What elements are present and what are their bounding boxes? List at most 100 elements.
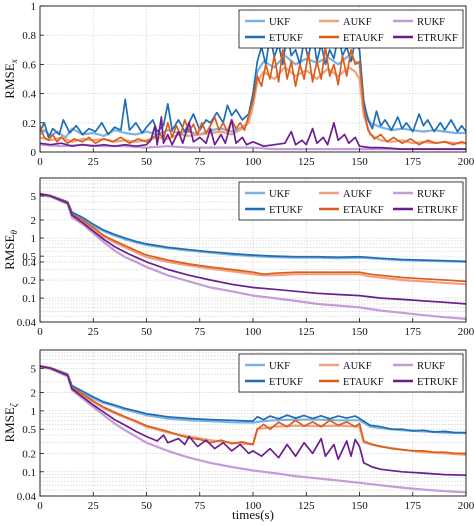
y-tick-label: 1	[31, 406, 37, 418]
x-tick-label: 125	[298, 500, 315, 512]
y-tick-label: 0.4	[22, 257, 36, 269]
x-tick-label: 25	[88, 156, 100, 168]
legend-label-aukf: AUKF	[343, 189, 372, 200]
y-axis-label: RMSEx	[2, 59, 19, 98]
series-line-etaukf	[40, 192, 466, 283]
series-line-rukf	[40, 366, 466, 494]
x-tick-label: 100	[245, 156, 262, 168]
y-tick-label: 0.04	[17, 491, 37, 503]
y-tick-label: 1	[31, 233, 37, 245]
legend: UKF AUKF RUKF ETUKF ETAUKF ETRUKF	[238, 181, 464, 221]
y-tick-label: 5	[31, 191, 37, 203]
legend-label-etukf: ETUKF	[269, 205, 303, 216]
legend-label-etaukf: ETAUKF	[343, 205, 384, 216]
legend-label-aukf: AUKF	[343, 361, 372, 372]
y-tick-label: 0.4	[22, 89, 36, 101]
legend: UKF AUKF RUKF ETUKF ETAUKF ETRUKF	[238, 9, 464, 49]
legend-box	[238, 181, 464, 221]
series-line-etukf	[40, 364, 466, 434]
y-tick-label: 0.2	[22, 275, 36, 287]
y-tick-label: 2	[31, 388, 37, 400]
x-tick-label: 200	[458, 156, 474, 168]
subplot-3: 0 25 50 75 100 125 150 175 200 5 2 1 0.5 0.2 0.1 0.04 RM…	[2, 349, 474, 512]
y-tick-label: 0.8	[22, 30, 36, 42]
series-line-etrukf	[40, 365, 466, 477]
y-tick-label: 0.04	[17, 317, 37, 329]
y-tick-label: 0.2	[22, 448, 36, 460]
legend-label-ukf: UKF	[269, 17, 290, 28]
x-tick-label: 150	[351, 326, 368, 338]
x-tick-label: 200	[458, 500, 474, 512]
x-tick-label: 150	[351, 500, 368, 512]
subplot-1: 0 25 50 75 100 125 150 175 200 0 0.2 0.4 0.6 0.8 1 RMSE…	[2, 1, 474, 168]
legend-label-rukf: RUKF	[417, 189, 445, 200]
series-line-etrukf	[40, 116, 466, 150]
series-line-ukf	[40, 366, 466, 435]
y-axis-label-main: RMSE	[2, 234, 17, 269]
series-line-etaukf	[40, 364, 466, 455]
legend-label-aukf: AUKF	[343, 17, 372, 28]
y-axis-label-main: RMSE	[2, 407, 17, 442]
legend-label-etukf: ETUKF	[269, 33, 303, 44]
y-tick-label: 0.5	[22, 424, 36, 436]
y-tick-label: 1	[31, 1, 37, 13]
series-group	[40, 364, 466, 494]
x-tick-label: 150	[351, 156, 368, 168]
x-tick-label: 75	[194, 500, 206, 512]
x-tick-label: 125	[298, 156, 315, 168]
x-tick-label: 75	[194, 326, 206, 338]
legend-label-ukf: UKF	[269, 189, 290, 200]
subplot-2: 0 25 50 75 100 125 150 175 200 5 2 1 0.50.4 0.2 0.1 0.0…	[2, 177, 474, 338]
legend-box	[238, 9, 464, 49]
legend-label-etukf: ETUKF	[269, 377, 303, 388]
legend-box	[238, 353, 464, 393]
x-tick-label: 175	[405, 500, 422, 512]
legend-label-etaukf: ETAUKF	[343, 33, 384, 44]
legend-label-etrukf: ETRUKF	[417, 205, 458, 216]
series-line-etukf	[40, 192, 466, 263]
series-group	[40, 31, 466, 151]
y-axis-label-subscript: x	[9, 59, 19, 64]
legend-label-rukf: RUKF	[417, 17, 445, 28]
y-tick-label: 0.6	[22, 59, 36, 71]
x-tick-label: 200	[458, 326, 474, 338]
x-tick-label: 75	[194, 156, 206, 168]
y-axis-label-main: RMSE	[2, 63, 17, 98]
series-line-rukf	[40, 194, 466, 320]
y-tick-label: 2	[31, 215, 37, 227]
y-tick-label: 0	[31, 147, 37, 159]
x-tick-label: 125	[298, 326, 315, 338]
series-line-etaukf	[40, 46, 466, 146]
x-tick-label: 0	[37, 326, 43, 338]
x-tick-label: 0	[37, 500, 43, 512]
x-tick-label: 100	[245, 326, 262, 338]
x-tick-label: 175	[405, 326, 422, 338]
x-tick-label: 50	[141, 326, 153, 338]
y-axis-label-subscript: θ	[9, 230, 19, 235]
x-axis-label: times(s)	[232, 507, 274, 522]
y-axis-label: RMSEθ	[2, 230, 19, 270]
y-tick-label: 5	[31, 363, 37, 375]
x-tick-label: 175	[405, 156, 422, 168]
legend: UKF AUKF RUKF ETUKF ETAUKF ETRUKF	[238, 353, 464, 393]
y-axis-label: RMSEζ	[2, 402, 19, 442]
legend-label-etrukf: ETRUKF	[417, 377, 458, 388]
series-group	[40, 192, 466, 320]
legend-label-etaukf: ETAUKF	[343, 377, 384, 388]
y-tick-label: 0.2	[22, 118, 36, 130]
legend-label-rukf: RUKF	[417, 361, 445, 372]
x-tick-label: 100	[245, 500, 262, 512]
x-tick-label: 50	[141, 500, 153, 512]
legend-label-etrukf: ETRUKF	[417, 33, 458, 44]
x-tick-label: 25	[88, 500, 100, 512]
y-tick-label: 0.1	[22, 467, 36, 479]
x-tick-label: 50	[141, 156, 153, 168]
series-line-etrukf	[40, 193, 466, 305]
y-axis-label-subscript: ζ	[9, 402, 19, 407]
legend-label-ukf: UKF	[269, 361, 290, 372]
series-line-etukf	[40, 31, 466, 139]
x-tick-label: 25	[88, 326, 100, 338]
x-tick-label: 0	[37, 156, 43, 168]
y-tick-label: 0.5	[22, 251, 36, 263]
